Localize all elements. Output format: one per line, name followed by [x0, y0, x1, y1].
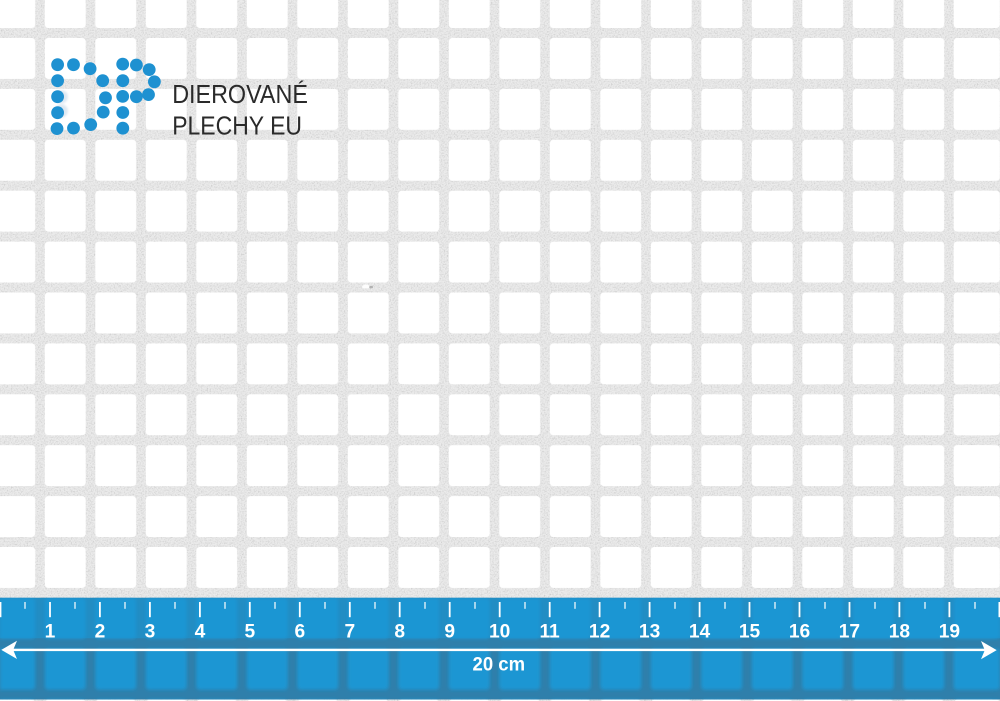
svg-text:11: 11 [539, 621, 560, 642]
svg-text:6: 6 [294, 621, 305, 642]
svg-text:8: 8 [394, 621, 405, 642]
svg-text:10: 10 [489, 621, 510, 642]
svg-text:DIEROVANÉ: DIEROVANÉ [172, 79, 308, 109]
svg-text:9: 9 [444, 621, 455, 642]
svg-text:20 cm: 20 cm [473, 655, 526, 676]
svg-text:15: 15 [739, 621, 761, 642]
svg-text:12: 12 [589, 621, 610, 642]
svg-text:19: 19 [939, 621, 960, 642]
svg-text:5: 5 [244, 621, 255, 642]
svg-text:PLECHY EU: PLECHY EU [172, 111, 302, 141]
svg-text:7: 7 [344, 621, 355, 642]
svg-text:13: 13 [639, 621, 660, 642]
svg-text:2: 2 [95, 621, 106, 642]
svg-text:1: 1 [45, 621, 56, 642]
svg-text:17: 17 [839, 621, 860, 642]
svg-text:14: 14 [689, 621, 711, 642]
svg-text:18: 18 [889, 621, 911, 642]
svg-text:4: 4 [195, 621, 206, 642]
svg-text:16: 16 [789, 621, 810, 642]
svg-text:3: 3 [145, 621, 156, 642]
